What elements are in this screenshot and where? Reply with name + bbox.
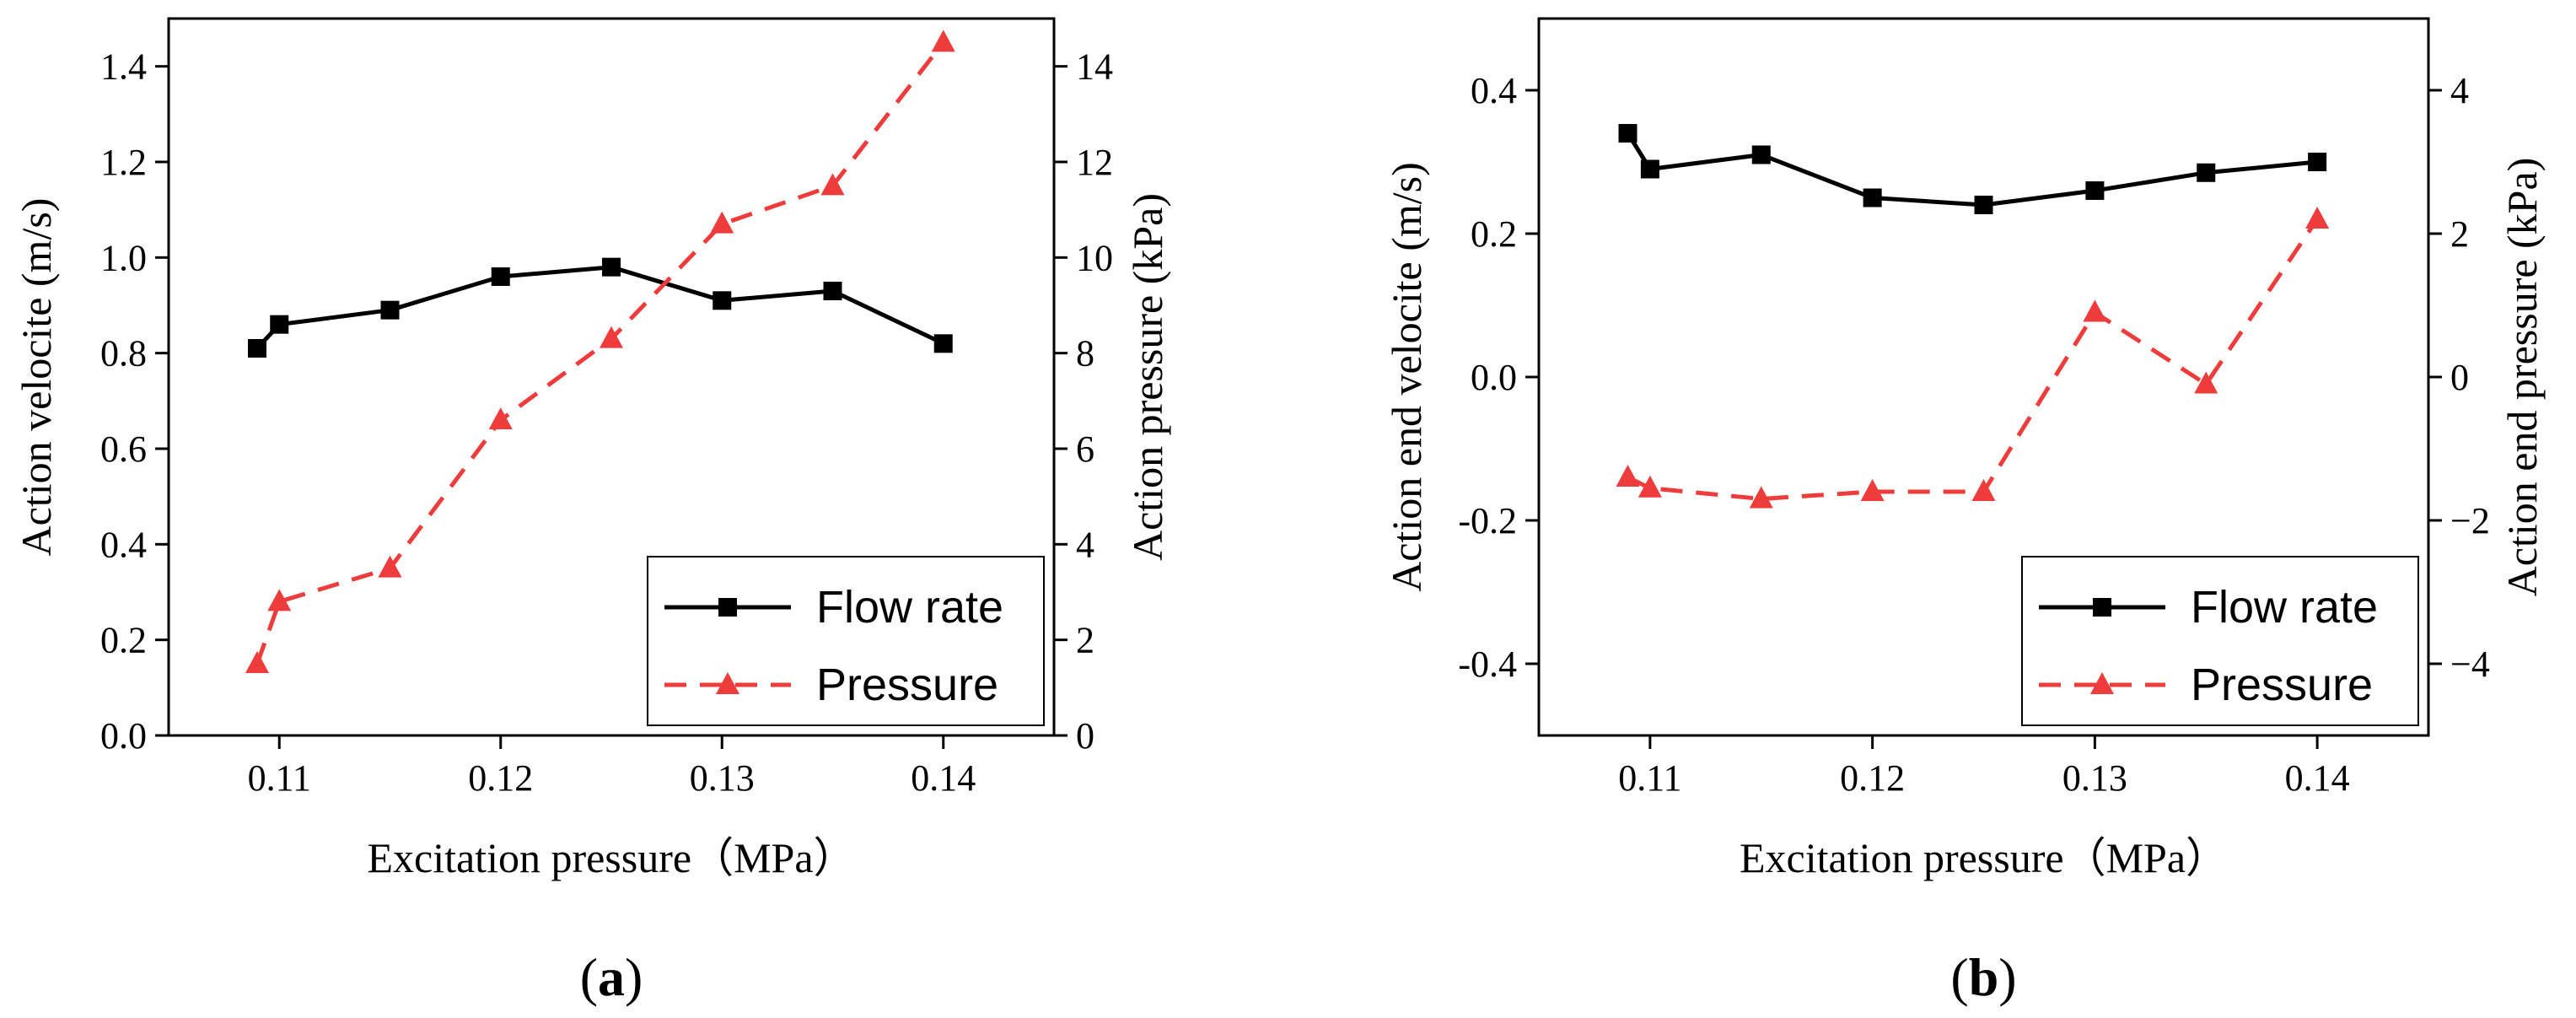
x-tick-label: 0.13	[690, 757, 755, 799]
y-right-tick-label: 14	[1076, 46, 1113, 88]
panel-label: (b)	[1950, 947, 2016, 1007]
data-point-triangle	[1971, 479, 1996, 501]
data-point-triangle	[1749, 486, 1773, 509]
chart-panel-a: 0.11 0.12 0.13 0.14 0.0 0.2 0.4 0.6 0.8 1.0 1.2 1.4…	[13, 17, 1171, 1007]
x-tick-label: 0.12	[1840, 757, 1905, 799]
legend-marker-triangle	[2090, 672, 2114, 694]
data-point-triangle	[710, 211, 734, 234]
y-left-tick-label: 1.4	[100, 46, 147, 88]
data-point-square	[491, 267, 510, 286]
y-right-tick-label: 12	[1076, 142, 1113, 183]
data-point-square	[1974, 196, 1993, 214]
data-point-square	[1640, 159, 1659, 179]
legend-label: Pressure	[2191, 660, 2373, 710]
y-right-tick-label: 0	[2450, 357, 2469, 398]
x-tick-label: 0.14	[911, 757, 976, 799]
y-left-tick-label: 1.2	[100, 142, 147, 183]
y-right-tick-label: 4	[1076, 524, 1094, 565]
legend-label: Flow rate	[2191, 582, 2378, 633]
x-axis-title: Excitation pressure（MPa）	[1740, 834, 2228, 881]
data-point-triangle	[2194, 371, 2218, 394]
y-right-tick-label: 10	[1076, 237, 1113, 278]
data-point-triangle	[931, 30, 955, 52]
legend-marker-triangle	[716, 672, 739, 694]
y-right-tick-label: 4	[2450, 70, 2469, 111]
y-left-tick-label: -0.2	[1458, 500, 1517, 541]
data-point-triangle	[488, 407, 513, 429]
y-left-tick-label: 0.2	[100, 620, 147, 661]
data-point-triangle	[820, 173, 845, 196]
data-point-triangle	[1638, 475, 1662, 498]
x-tick-label: 0.12	[468, 757, 533, 799]
y-right-axis-title: Action pressure (kPa)	[1124, 193, 1171, 561]
data-point-square	[2308, 153, 2327, 171]
y-right-tick-label: 2	[1076, 620, 1094, 661]
panel-label: (a)	[580, 947, 643, 1007]
data-point-triangle	[1616, 465, 1640, 487]
y-left-axis-title: Action velocite (m/s)	[13, 198, 60, 557]
data-point-square	[933, 334, 953, 353]
y-right-tick-label: 0	[1076, 715, 1094, 757]
data-point-square	[1618, 124, 1638, 143]
legend: Flow rate Pressure	[647, 556, 1045, 726]
legend-marker-square	[2093, 598, 2111, 617]
data-point-square	[1863, 188, 1882, 207]
y-left-tick-label: 0.8	[100, 333, 147, 374]
legend: Flow rate Pressure	[2021, 556, 2419, 726]
data-point-triangle	[600, 326, 623, 348]
data-point-square	[1751, 145, 1771, 164]
plot-frame	[167, 17, 1056, 737]
x-axis-title: Excitation pressure（MPa）	[367, 834, 855, 881]
y-right-tick-label: 2	[2450, 213, 2469, 255]
series-line-pressure	[255, 40, 945, 665]
y-right-tick-label: −4	[2450, 644, 2490, 685]
y-left-tick-label: 0.4	[100, 524, 147, 565]
data-point-triangle	[267, 589, 292, 611]
series-line-pressure	[1627, 218, 2320, 501]
y-left-tick-label: 0.0	[100, 715, 147, 757]
y-left-tick-label: 0.0	[1471, 357, 1517, 398]
legend-label: Flow rate	[816, 582, 1003, 633]
data-point-square	[823, 282, 842, 300]
x-tick-label: 0.11	[248, 757, 311, 799]
y-left-tick-label: -0.4	[1458, 644, 1517, 685]
legend-label: Pressure	[816, 660, 998, 710]
data-point-triangle	[1860, 479, 1885, 501]
x-tick-label: 0.11	[1618, 757, 1681, 799]
x-tick-label: 0.14	[2285, 757, 2350, 799]
data-point-square	[713, 291, 732, 310]
series-line-flow-rate	[255, 265, 944, 350]
data-point-square	[380, 300, 400, 320]
chart-panel-b: 0.11 0.12 0.13 0.14 -0.4 -0.2 0.0 0.2 0.4 −4 −2 0 2 4…	[1383, 17, 2546, 1007]
legend-marker-square	[718, 598, 737, 617]
y-right-tick-label: −2	[2450, 500, 2490, 541]
data-point-square	[2085, 181, 2105, 200]
legend-box	[2021, 556, 2419, 726]
y-left-tick-label: 0.2	[1471, 213, 1517, 255]
y-left-tick-label: 0.6	[100, 428, 147, 470]
legend-box	[647, 556, 1045, 726]
y-right-tick-label: 6	[1076, 428, 1094, 470]
data-point-square	[248, 339, 266, 358]
y-right-tick-label: 8	[1076, 333, 1094, 374]
data-point-triangle	[378, 555, 402, 578]
y-right-axis-title: Action end pressure (kPa)	[2498, 158, 2546, 597]
y-left-tick-label: 0.4	[1471, 70, 1517, 111]
data-point-square	[270, 315, 289, 334]
data-point-square	[602, 257, 621, 277]
y-left-tick-label: 1.0	[100, 237, 147, 278]
x-tick-label: 0.13	[2062, 757, 2127, 799]
data-point-triangle	[2305, 207, 2330, 229]
data-point-triangle	[245, 651, 269, 673]
data-point-square	[2197, 163, 2216, 182]
series-line-flow-rate	[1626, 132, 2318, 207]
data-point-triangle	[2083, 299, 2107, 322]
y-left-axis-title: Action end velocite (m/s)	[1383, 162, 1430, 592]
